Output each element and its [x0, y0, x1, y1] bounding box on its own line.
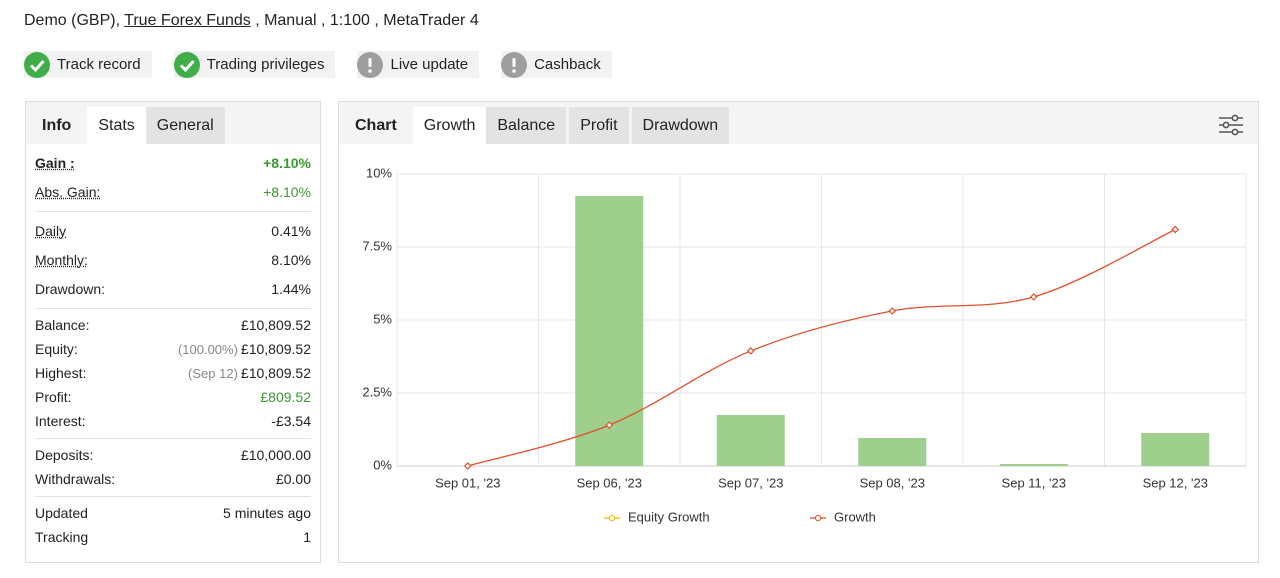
- stat-label: Gain :: [35, 154, 75, 171]
- stat-label: Highest:: [35, 365, 87, 381]
- stat-value: 8.10%: [271, 251, 311, 268]
- tab[interactable]: Growth: [412, 107, 487, 144]
- stat-note: (100.00%): [177, 341, 238, 357]
- broker-link[interactable]: True Forex Funds: [124, 12, 251, 29]
- stat-row: Profit: £809.52: [35, 385, 311, 409]
- stat-label: Interest:: [35, 413, 86, 429]
- stat-row: Monthly: 8.10%: [35, 245, 311, 274]
- badge-label: Track record: [57, 56, 141, 73]
- settings-icon[interactable]: [1218, 112, 1244, 138]
- stat-row: Interest: -£3.54: [35, 409, 311, 433]
- stat-row: Highest: (Sep 12) £10,809.52: [35, 361, 311, 385]
- stat-value: 1.44%: [271, 280, 311, 297]
- chart-panel: Chart Growth Balance Profit Drawdown: [338, 101, 1259, 563]
- stats-list: Gain : +8.10% Abs. Gain: +8.10% Daily 0.41% Mo…: [26, 144, 320, 554]
- stat-label: Deposits:: [35, 447, 94, 463]
- exclaim-dot: [512, 68, 516, 73]
- exclaim: [368, 57, 372, 67]
- stat-label: Monthly:: [35, 251, 88, 268]
- stat-label: Abs. Gain:: [35, 183, 101, 200]
- stat-label: Daily: [35, 222, 67, 239]
- stat-label: Balance:: [35, 317, 90, 333]
- panel-title: Chart: [355, 116, 397, 134]
- stat-value: 5 minutes ago: [223, 505, 311, 521]
- status-icon: [24, 51, 50, 78]
- badge: Trading privileges: [173, 51, 336, 78]
- stats-tabs: Info Stats General: [26, 102, 320, 144]
- account: Demo (GBP),: [24, 12, 121, 29]
- stat-row: Abs. Gain: +8.10%: [35, 177, 311, 206]
- icon-bg: [173, 51, 200, 78]
- tab[interactable]: Profit: [569, 107, 629, 144]
- stat-value: £0.00: [275, 471, 311, 487]
- stat-note: (Sep 12): [188, 365, 238, 381]
- exclaim-dot: [368, 68, 373, 73]
- badge: Track record: [24, 51, 152, 78]
- status-icon: [501, 51, 528, 78]
- tab[interactable]: Drawdown: [631, 107, 730, 144]
- account-header: Demo (GBP), True Forex Funds , Manual , …: [24, 12, 479, 30]
- stat-value: +8.10%: [263, 183, 311, 200]
- stat-value: -£3.54: [271, 413, 311, 429]
- panel-title: Info: [42, 116, 72, 134]
- tab[interactable]: Stats: [87, 107, 146, 144]
- stat-row: Daily 0.41%: [35, 216, 311, 245]
- stat-label: Profit:: [35, 389, 72, 405]
- stat-group: Daily 0.41% Monthly: 8.10% Drawdown: 1.44%: [35, 212, 311, 309]
- stat-label: Tracking: [35, 529, 89, 545]
- chart-tabs: Chart Growth Balance Profit Drawdown: [339, 102, 1258, 144]
- tab[interactable]: Balance: [486, 107, 567, 144]
- icon-bg: [24, 51, 50, 78]
- stat-value: 0.41%: [271, 222, 311, 239]
- account-details: , Manual , 1:100 , MetaTrader 4: [255, 12, 479, 29]
- stat-group: Updated 5 minutes ago Tracking 1: [35, 497, 311, 554]
- badge: Cashback: [501, 51, 612, 78]
- check: [179, 59, 195, 72]
- stat-row: Balance: £10,809.52: [35, 313, 311, 337]
- stat-value: +8.10%: [263, 154, 311, 171]
- stats-panel: Info Stats General Gain : +8.10% Abs. Gain: +…: [25, 101, 321, 563]
- badges: Track record Trading privileges Live updat…: [24, 51, 612, 78]
- stat-row: Gain : +8.10%: [35, 148, 311, 177]
- stat-value: £10,809.52: [240, 317, 311, 333]
- stat-value: £10,809.52: [240, 341, 311, 357]
- badge: Live update: [357, 51, 480, 78]
- stat-group: Gain : +8.10% Abs. Gain: +8.10%: [35, 144, 311, 212]
- stat-value: £10,000.00: [240, 447, 311, 463]
- badge-label: Cashback: [534, 56, 601, 73]
- exclaim: [512, 57, 516, 67]
- stat-label: Equity:: [35, 341, 78, 357]
- stat-value: 1: [303, 529, 311, 545]
- stat-label: Updated: [35, 505, 88, 521]
- stat-label: Drawdown:: [35, 280, 106, 297]
- check: [29, 59, 45, 72]
- badge-label: Live update: [390, 56, 469, 73]
- stat-value: £809.52: [260, 389, 311, 405]
- badge-label: Trading privileges: [206, 56, 325, 73]
- stat-row: Drawdown: 1.44%: [35, 274, 311, 303]
- stat-group: Deposits: £10,000.00 Withdrawals: £0.00: [35, 439, 311, 497]
- stat-group: Balance: £10,809.52 Equity: (100.00%) £10,80…: [35, 309, 311, 439]
- stat-row: Equity: (100.00%) £10,809.52: [35, 337, 311, 361]
- status-icon: [357, 51, 384, 78]
- stat-row: Tracking 1: [35, 525, 311, 549]
- stat-row: Deposits: £10,000.00: [35, 443, 311, 467]
- stat-label: Withdrawals:: [35, 471, 116, 487]
- stat-value: £10,809.52: [240, 365, 311, 381]
- status-icon: [173, 51, 200, 78]
- tab[interactable]: General: [145, 107, 225, 144]
- stat-row: Withdrawals: £0.00: [35, 467, 311, 491]
- stat-row: Updated 5 minutes ago: [35, 501, 311, 525]
